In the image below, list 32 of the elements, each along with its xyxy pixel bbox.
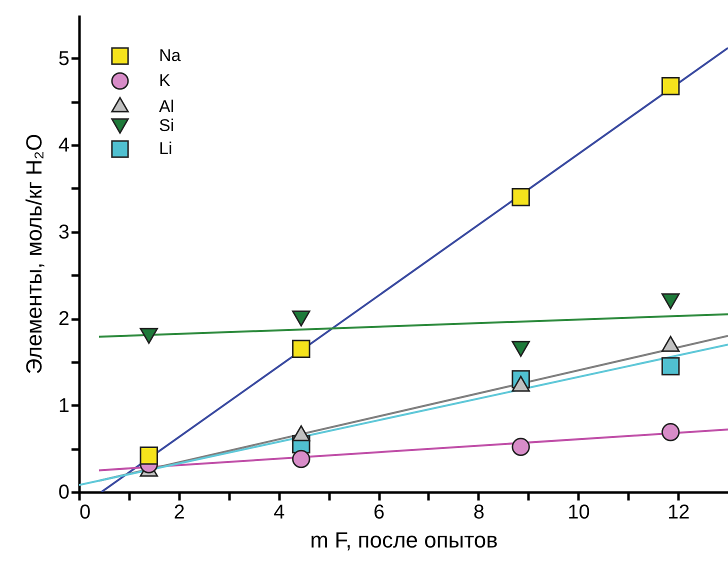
y-tick-label: 4 [58,134,70,157]
point [292,340,310,358]
x-tick-label: 4 [274,502,285,524]
x-tick-label: 6 [373,502,385,524]
legend-label: Li [159,139,172,158]
x-tick-label: 8 [473,502,484,524]
y-tick-label: 5 [58,48,70,70]
legend-label: Si [159,116,174,135]
point [512,340,530,357]
point [512,188,530,206]
legend-label: K [159,71,171,90]
x-tick-label: 2 [174,502,185,524]
point [661,77,680,96]
y-tick-label: 3 [58,221,70,244]
legend-label: Al [159,97,174,116]
point [661,293,680,310]
point [140,328,158,344]
x-tick-label: 0 [80,502,91,524]
point [292,450,310,468]
point [292,310,310,327]
y-axis-title: Элементы, моль/кг H₂O [21,134,46,374]
y-tick-label: 2 [58,308,70,330]
x-tick-label: 10 [568,502,590,524]
y-tick-label: 1 [58,394,70,417]
point [661,357,680,376]
point [140,446,158,465]
point [512,438,530,456]
legend-label: Na [159,46,182,65]
x-tick-label: 12 [667,502,690,524]
y-tick-label: 0 [58,482,70,504]
x-axis-title: m F, после опытов [310,528,498,552]
point [661,423,680,442]
